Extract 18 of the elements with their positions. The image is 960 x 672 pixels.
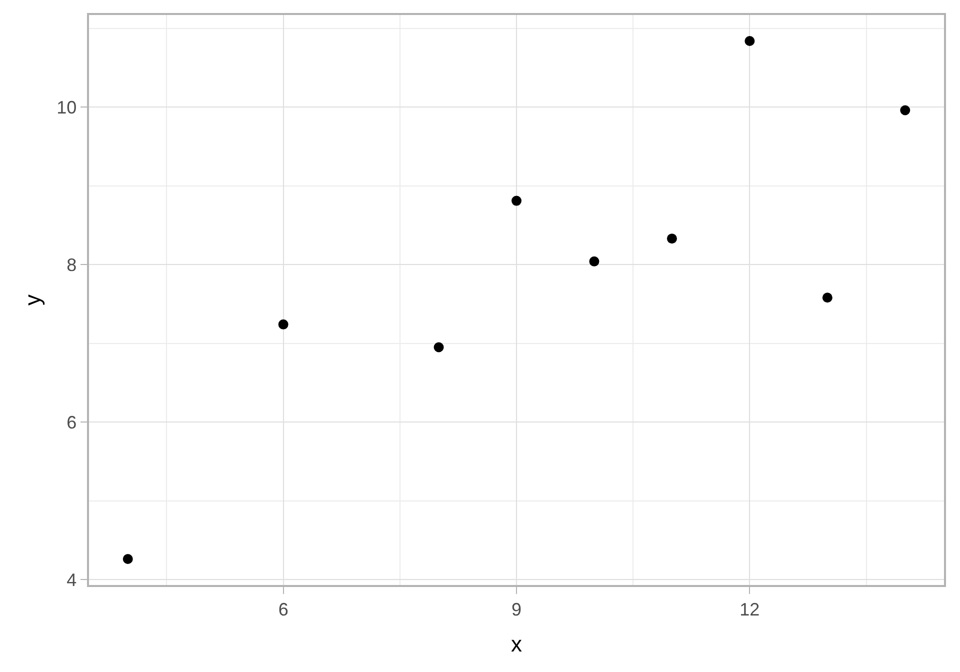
point (512, 196, 522, 206)
point (434, 342, 444, 352)
point (122, 554, 133, 564)
point (666, 234, 677, 244)
y-tick-label: 10 (56, 97, 77, 118)
y-tick-label: 6 (66, 412, 77, 432)
x-axis-title: x (511, 632, 522, 657)
x-tick-label: 12 (740, 599, 760, 620)
y-tick-label: 4 (66, 570, 77, 590)
point (900, 105, 910, 116)
y-axis-title: y (20, 294, 45, 306)
point (822, 292, 832, 303)
x-tick-label: 6 (278, 599, 288, 620)
point (744, 36, 755, 46)
point (278, 319, 288, 330)
y-tick-label: 8 (66, 254, 77, 275)
point (589, 256, 600, 266)
x-tick-label: 9 (511, 599, 522, 620)
